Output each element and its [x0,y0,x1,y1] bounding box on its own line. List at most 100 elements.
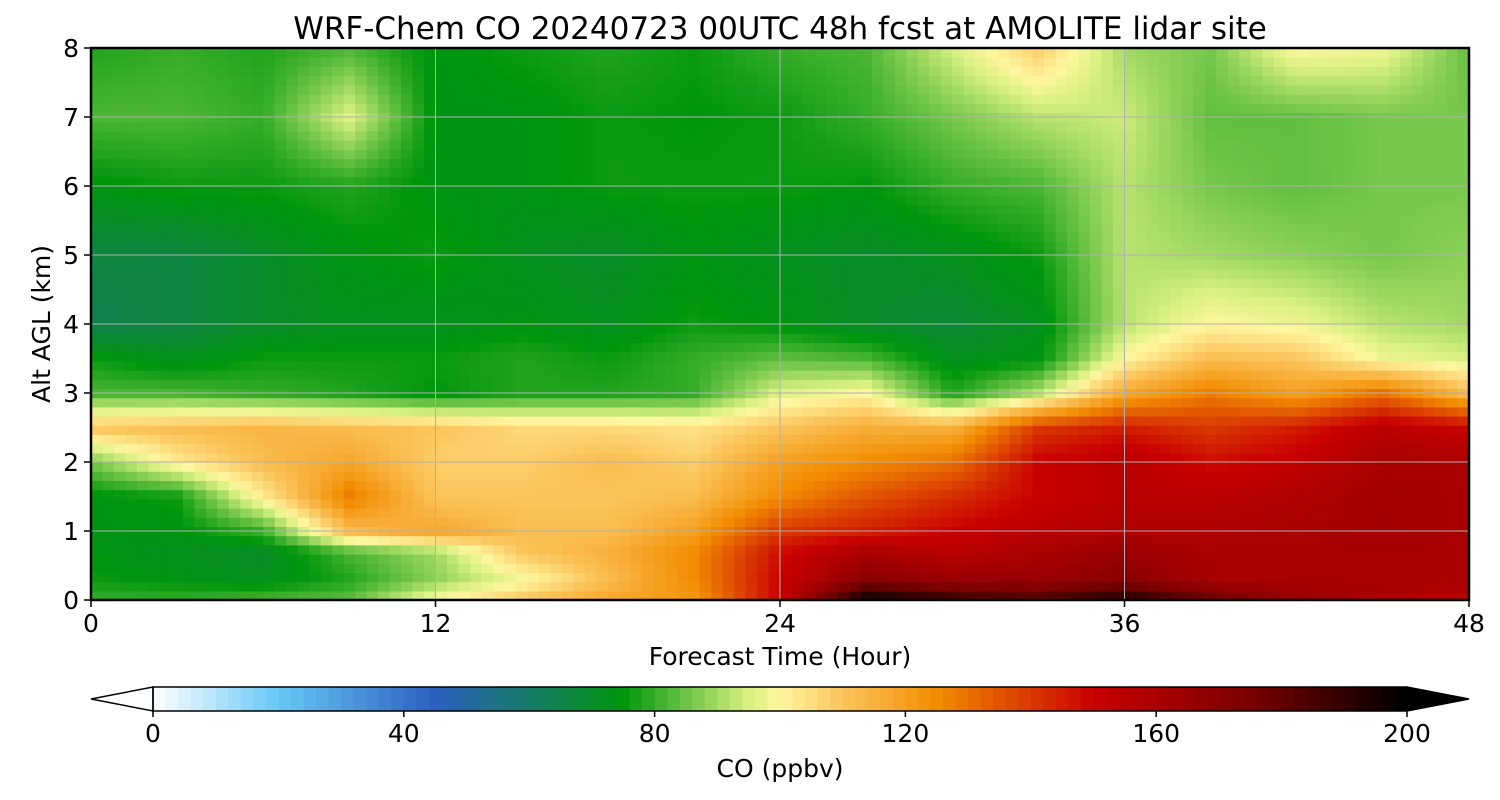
field-cell [469,563,483,573]
field-cell [240,241,253,251]
field-cell [642,416,655,426]
field-cell [412,462,425,472]
field-cell [561,397,574,408]
field-cell [343,213,356,224]
field-cell [883,379,896,389]
field-cell [653,406,666,417]
field-cell [573,232,586,242]
field-cell [343,351,356,362]
field-cell [401,498,414,509]
field-cell [573,186,586,196]
field-cell [906,572,919,583]
field-cell [527,222,540,233]
field-cell [182,158,195,169]
field-cell [871,498,884,509]
field-cell [515,84,528,95]
field-cell [424,480,437,491]
field-cell [711,278,724,288]
field-cell [607,232,620,242]
field-cell [102,195,115,205]
field-cell [194,121,207,132]
field-cell [619,324,632,334]
field-cell [1021,351,1034,362]
field-cell [274,204,287,215]
field-cell [148,452,161,463]
field-cell [458,508,471,518]
field-cell [998,84,1011,95]
field-cell [171,563,184,573]
field-cell [343,590,356,600]
field-cell [768,305,781,316]
field-cell [378,48,391,58]
field-cell [791,84,804,95]
field-cell [711,572,724,583]
field-cell [492,241,505,251]
field-cell [642,434,655,445]
field-cell [860,462,873,472]
field-cell [607,471,620,481]
field-cell [481,241,494,251]
field-cell [917,94,930,104]
field-cell [848,425,861,435]
field-cell [424,324,437,334]
field-cell [343,535,356,546]
field-cell [481,259,494,270]
field-cell [274,406,287,417]
field-cell [688,259,701,270]
field-cell [722,498,735,509]
field-cell [102,167,115,178]
field-cell [665,581,678,592]
field-cell [297,296,310,307]
field-cell [711,287,724,297]
field-cell [561,508,574,518]
field-cell [1009,351,1022,362]
field-cell [848,296,861,307]
field-cell [825,259,839,270]
field-cell [1009,379,1022,389]
field-cell [251,590,264,600]
field-cell [412,498,425,509]
field-cell [963,158,976,169]
field-cell [458,241,471,251]
field-cell [251,360,264,371]
field-cell [435,554,448,564]
field-cell [584,305,597,316]
field-cell [630,296,643,307]
field-cell [619,103,632,113]
field-cell [148,314,161,325]
field-cell [286,296,299,307]
field-cell [481,268,494,279]
field-cell [642,204,655,215]
field-cell [837,462,850,472]
field-cell [711,176,724,187]
field-cell [481,314,494,325]
field-cell [469,416,483,426]
field-cell [251,489,264,500]
field-cell [217,434,230,445]
field-cell [1021,360,1034,371]
field-cell [446,590,460,600]
field-cell [366,416,379,426]
field-cell [125,434,138,445]
field-cell [573,121,586,132]
field-cell [596,48,609,58]
field-cell [412,397,425,408]
field-cell [228,66,241,77]
field-cell [653,232,666,242]
field-cell [780,222,793,233]
field-cell [917,241,930,251]
field-cell [871,471,884,481]
field-cell [481,535,494,546]
field-cell [768,554,781,564]
field-cell [263,563,276,573]
field-cell [860,103,873,113]
field-cell [251,204,264,215]
field-cell [688,195,701,205]
field-cell [228,84,241,95]
field-cell [263,434,276,445]
field-cell [596,259,609,270]
field-cell [802,554,816,564]
field-cell [653,471,666,481]
field-cell [998,370,1011,380]
field-cell [435,563,448,573]
